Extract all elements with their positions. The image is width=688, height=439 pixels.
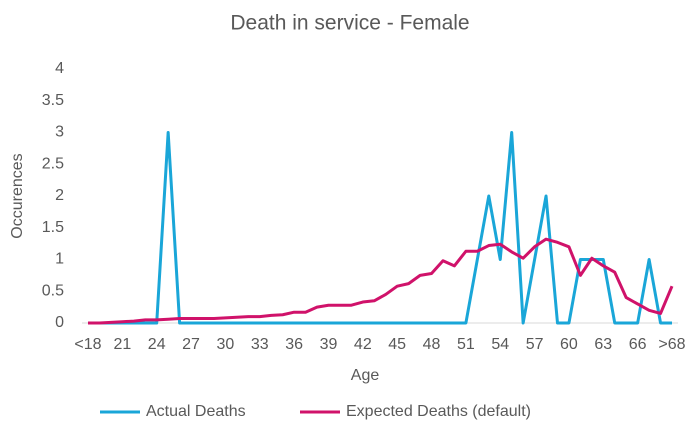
- y-tick-label: 1.5: [42, 219, 64, 236]
- chart-title: Death in service - Female: [230, 12, 469, 35]
- y-tick-label: 4: [55, 60, 64, 77]
- y-tick-label: 1: [55, 251, 64, 268]
- y-tick-label: 0: [55, 314, 64, 331]
- y-tick-label: 3.5: [42, 92, 64, 109]
- x-axis-label: Age: [351, 367, 380, 384]
- x-tick-label: 63: [594, 336, 612, 353]
- x-tick-label: <18: [74, 336, 101, 353]
- y-tick-label: 3: [55, 124, 64, 141]
- x-tick-label: 24: [148, 336, 166, 353]
- y-tick-label: 2.5: [42, 155, 64, 172]
- x-tick-label: 54: [491, 336, 509, 353]
- y-tick-label: 0.5: [42, 282, 64, 299]
- x-tick-label: 33: [251, 336, 269, 353]
- x-tick-label: 48: [423, 336, 441, 353]
- x-tick-label: 42: [354, 336, 372, 353]
- x-tick-label: 30: [217, 336, 235, 353]
- x-tick-label: 27: [182, 336, 200, 353]
- x-tick-label: >68: [658, 336, 685, 353]
- x-tick-label: 51: [457, 336, 475, 353]
- series-line: [88, 237, 674, 325]
- x-tick-label: 36: [285, 336, 303, 353]
- series-line: [88, 131, 672, 325]
- y-axis-label: Occurences: [9, 153, 26, 238]
- x-tick-label: 57: [526, 336, 544, 353]
- y-tick-label: 2: [55, 187, 64, 204]
- legend-label: Actual Deaths: [146, 403, 246, 420]
- legend-label: Expected Deaths (default): [346, 403, 531, 420]
- x-tick-label: 39: [320, 336, 338, 353]
- x-tick-label: 66: [629, 336, 647, 353]
- x-tick-label: 21: [113, 336, 131, 353]
- x-tick-label: 45: [388, 336, 406, 353]
- x-tick-label: 60: [560, 336, 578, 353]
